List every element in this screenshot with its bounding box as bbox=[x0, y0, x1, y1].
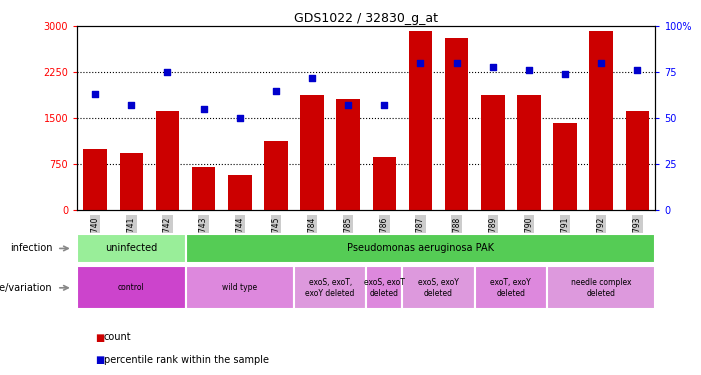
Point bbox=[415, 60, 426, 66]
Bar bbox=[77, 234, 186, 262]
Text: infection: infection bbox=[10, 243, 53, 254]
Text: exoS, exoT
deleted: exoS, exoT deleted bbox=[364, 278, 404, 297]
Bar bbox=[336, 99, 360, 210]
Bar bbox=[590, 31, 613, 210]
Point bbox=[162, 69, 173, 75]
Text: uninfected: uninfected bbox=[105, 243, 158, 254]
Bar bbox=[264, 141, 287, 210]
Point bbox=[90, 91, 101, 97]
Bar bbox=[625, 111, 649, 210]
Text: ■: ■ bbox=[95, 333, 104, 342]
Bar bbox=[294, 266, 367, 309]
Bar bbox=[373, 157, 396, 210]
Text: needle complex
deleted: needle complex deleted bbox=[571, 278, 632, 297]
Text: ■: ■ bbox=[95, 355, 104, 365]
Bar bbox=[156, 111, 179, 210]
Text: genotype/variation: genotype/variation bbox=[0, 283, 53, 293]
Bar bbox=[192, 167, 215, 210]
Bar bbox=[367, 266, 402, 309]
Bar bbox=[409, 31, 433, 210]
Bar bbox=[475, 266, 547, 309]
Bar bbox=[120, 153, 143, 210]
Point bbox=[379, 102, 390, 108]
Text: percentile rank within the sample: percentile rank within the sample bbox=[104, 355, 268, 365]
Text: control: control bbox=[118, 284, 144, 292]
Bar bbox=[553, 123, 577, 210]
Bar bbox=[402, 266, 475, 309]
Bar bbox=[445, 38, 468, 210]
Bar bbox=[300, 96, 324, 210]
Bar bbox=[186, 234, 655, 262]
Bar bbox=[547, 266, 655, 309]
Point bbox=[234, 115, 245, 121]
Bar bbox=[186, 266, 294, 309]
Bar bbox=[83, 149, 107, 210]
Point bbox=[271, 88, 282, 94]
Point bbox=[306, 75, 318, 81]
Text: exoT, exoY
deleted: exoT, exoY deleted bbox=[491, 278, 531, 297]
Point bbox=[524, 68, 535, 74]
Point bbox=[198, 106, 209, 112]
Bar bbox=[77, 266, 186, 309]
Bar bbox=[481, 96, 505, 210]
Bar bbox=[517, 96, 540, 210]
Text: exoS, exoY
deleted: exoS, exoY deleted bbox=[418, 278, 459, 297]
Title: GDS1022 / 32830_g_at: GDS1022 / 32830_g_at bbox=[294, 12, 438, 25]
Point bbox=[596, 60, 607, 66]
Point bbox=[343, 102, 354, 108]
Text: count: count bbox=[104, 333, 131, 342]
Point bbox=[125, 102, 137, 108]
Point bbox=[559, 71, 571, 77]
Point bbox=[487, 64, 498, 70]
Point bbox=[632, 68, 643, 74]
Bar bbox=[228, 175, 252, 210]
Point bbox=[451, 60, 462, 66]
Text: wild type: wild type bbox=[222, 284, 257, 292]
Text: exoS, exoT,
exoY deleted: exoS, exoT, exoY deleted bbox=[306, 278, 355, 297]
Text: Pseudomonas aeruginosa PAK: Pseudomonas aeruginosa PAK bbox=[347, 243, 494, 254]
